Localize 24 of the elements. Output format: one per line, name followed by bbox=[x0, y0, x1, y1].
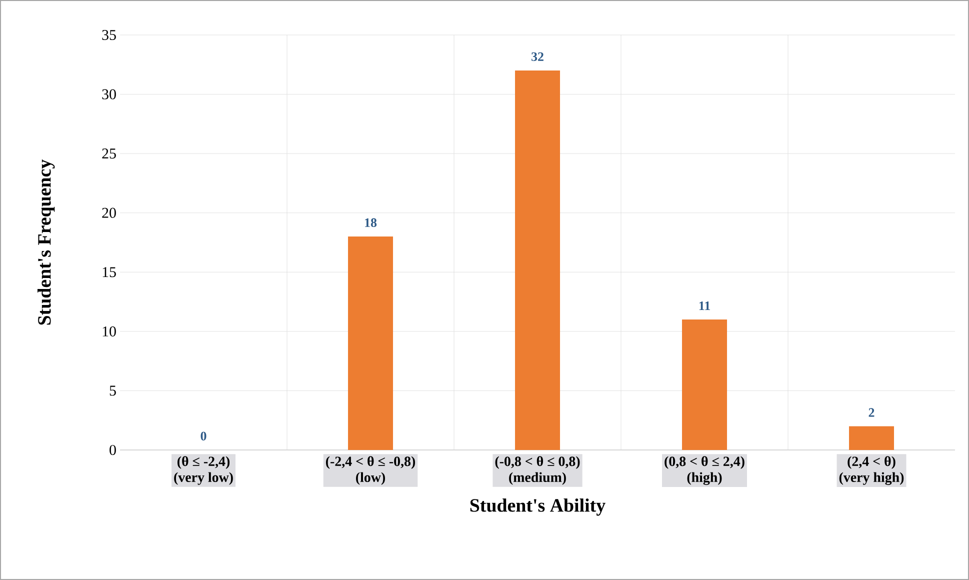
x-axis-title: Student's Ability bbox=[470, 498, 606, 516]
data-label: 0 bbox=[200, 432, 206, 440]
data-label: 18 bbox=[365, 218, 377, 228]
y-tick-label: 30 bbox=[102, 89, 116, 100]
y-tick-label: 0 bbox=[110, 444, 116, 456]
y-tick-label: 5 bbox=[110, 386, 116, 396]
data-label: 11 bbox=[699, 301, 710, 310]
y-tick-label: 15 bbox=[102, 267, 116, 278]
x-tick-label: (-0,8 < θ ≤ 0,8) (medium) bbox=[495, 456, 580, 485]
x-tick-label: (2,4 < θ) (very high) bbox=[839, 456, 904, 485]
data-label: 2 bbox=[868, 408, 874, 417]
data-label: 32 bbox=[532, 52, 544, 62]
y-tick-label: 25 bbox=[102, 148, 116, 159]
y-tick-label: 10 bbox=[102, 326, 116, 336]
x-tick-label: (-2,4 < θ ≤ -0,8) (low) bbox=[326, 456, 416, 485]
x-tick-label: (θ ≤ -2,4) (very low) bbox=[174, 456, 233, 485]
x-tick-label: (0,8 < θ ≤ 2,4) (high) bbox=[664, 456, 744, 485]
bar bbox=[682, 320, 728, 450]
bar bbox=[515, 70, 560, 450]
y-axis-title: Student's Frequency bbox=[37, 160, 55, 325]
y-tick-label: 20 bbox=[102, 208, 116, 218]
bar bbox=[849, 426, 894, 450]
y-tick-label: 35 bbox=[102, 30, 116, 40]
bar bbox=[348, 236, 394, 450]
